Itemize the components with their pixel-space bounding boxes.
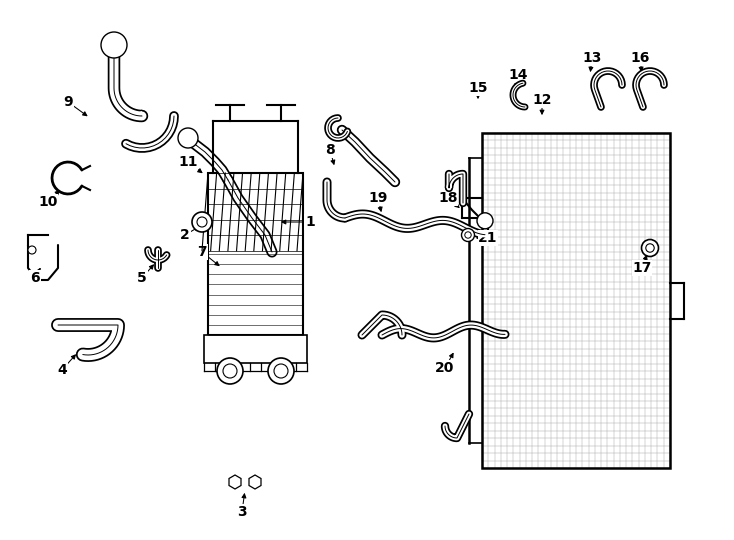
Text: 11: 11 xyxy=(178,155,197,169)
Circle shape xyxy=(192,212,212,232)
Text: 15: 15 xyxy=(468,81,488,95)
Text: 10: 10 xyxy=(38,195,58,209)
Text: 5: 5 xyxy=(137,271,147,285)
Bar xyxy=(482,133,670,468)
Text: 16: 16 xyxy=(631,51,650,65)
Text: 2: 2 xyxy=(180,228,190,242)
Circle shape xyxy=(477,213,493,229)
Circle shape xyxy=(642,240,658,256)
Circle shape xyxy=(101,32,127,58)
Text: 13: 13 xyxy=(582,51,602,65)
Text: 20: 20 xyxy=(435,361,454,375)
Circle shape xyxy=(178,128,198,148)
Text: 1: 1 xyxy=(305,215,315,229)
Text: 12: 12 xyxy=(532,93,552,107)
Circle shape xyxy=(462,228,474,241)
Text: 21: 21 xyxy=(479,231,498,245)
Circle shape xyxy=(217,358,243,384)
Text: 19: 19 xyxy=(368,191,388,205)
Text: 3: 3 xyxy=(237,505,247,519)
Circle shape xyxy=(28,246,36,254)
Text: 9: 9 xyxy=(63,95,73,109)
Circle shape xyxy=(197,217,207,227)
Text: 4: 4 xyxy=(57,363,67,377)
Text: 14: 14 xyxy=(508,68,528,82)
Circle shape xyxy=(268,358,294,384)
Circle shape xyxy=(274,364,288,378)
Polygon shape xyxy=(249,475,261,489)
Polygon shape xyxy=(229,475,241,489)
Circle shape xyxy=(223,364,237,378)
Text: 17: 17 xyxy=(632,261,652,275)
Circle shape xyxy=(465,232,471,238)
Bar xyxy=(204,335,307,363)
Text: 7: 7 xyxy=(197,245,207,259)
Text: 18: 18 xyxy=(438,191,458,205)
Text: 6: 6 xyxy=(30,271,40,285)
Text: 8: 8 xyxy=(325,143,335,157)
Bar xyxy=(208,173,303,335)
Circle shape xyxy=(646,244,654,252)
